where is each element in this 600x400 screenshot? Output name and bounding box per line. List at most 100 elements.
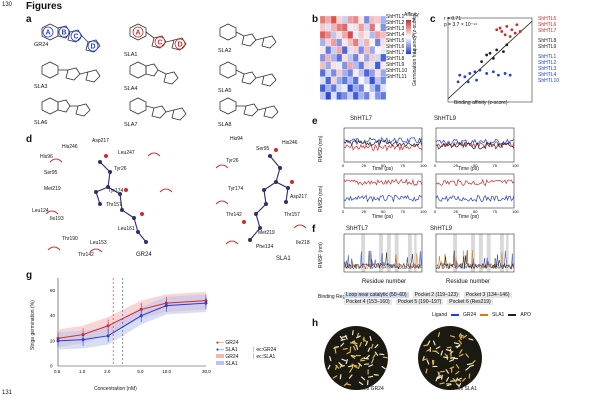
seed-mark	[333, 346, 339, 349]
heatmap-cell	[369, 15, 376, 24]
sla6-structure	[41, 97, 91, 117]
colorbar-tick: 0	[412, 34, 415, 40]
gr24-residue: His246	[62, 144, 78, 150]
svg-text:C: C	[158, 40, 163, 47]
heatmap-cell	[336, 46, 343, 55]
heatmap-cell	[380, 84, 387, 93]
scatter-point	[456, 80, 460, 84]
heatmap-cell	[358, 15, 365, 24]
rmsd-series-line	[343, 143, 423, 152]
heatmap-cell	[325, 53, 332, 62]
scatter-point	[503, 72, 507, 75]
rmsd-tick-label: 25	[362, 163, 367, 168]
dose-ec-legend: ┆ ec:GR24 ┆ ec:SLA1	[252, 347, 277, 360]
heatmap-cell	[330, 38, 337, 47]
rmsd-tick-label: 100	[512, 209, 519, 214]
seed-mark	[353, 345, 356, 351]
rmsd-tick-label: 75	[493, 163, 498, 168]
seed-mark	[445, 349, 451, 352]
ring-label-b: B	[62, 30, 67, 37]
heatmap-cell	[347, 38, 354, 47]
rmsd-charts: 0 25 50 75 100 0 25 50 75 100 0 25 50 75 100 0 25 50 75 100	[342, 127, 519, 214]
seed-mark	[372, 353, 376, 359]
scatter-stat-r: r = 0.71	[444, 16, 462, 22]
seed-mark	[363, 357, 369, 360]
heatmap-cell	[358, 31, 365, 39]
heatmap-cell	[358, 53, 365, 62]
dose-y-tick: 0	[50, 364, 53, 369]
heatmap-cell	[347, 46, 354, 55]
scatter-ylabel: Germination frequency (z-score)	[412, 14, 418, 86]
seed-mark	[449, 359, 455, 362]
scatter-point	[495, 48, 499, 52]
dose-response-chart: 0 20 40 60 0.5 1.0 2.0 5.0 10.0 30.0	[50, 278, 211, 374]
seed-mark	[458, 339, 462, 345]
photo-caption-sla1: 0.5 nM SLA1	[448, 386, 477, 392]
heatmap-cell	[363, 91, 370, 100]
heatmap-cell	[319, 61, 326, 70]
dose-ylabel: Striga germination (%)	[30, 300, 36, 350]
rmsd-frame	[343, 173, 423, 209]
heatmap-cell	[352, 69, 359, 77]
rmsd-tick-label: 0	[342, 209, 345, 214]
heatmap-row-label: ShHTL10	[386, 68, 408, 74]
rmsd-tick-label: 0	[434, 163, 437, 168]
heatmap-cell	[341, 76, 348, 85]
seed-mark	[359, 341, 362, 347]
seed-mark	[471, 360, 476, 365]
heatmap-cell	[325, 23, 332, 32]
heatmap-cell	[352, 91, 359, 100]
sla1-residue: Thr157	[284, 212, 300, 218]
heatmap-cell	[341, 46, 348, 55]
rmsd-series-line	[435, 178, 515, 187]
heatmap-row-labels: ShHTL1 ShHTL2 ShHTL3 ShHTL4 ShHTL5 ShHTL…	[386, 14, 412, 80]
dose-point	[81, 338, 85, 342]
ligand-legend: Ligand GR24 SLA1 APO	[432, 312, 531, 318]
scatter-point	[475, 78, 478, 82]
scatter-fit-line	[447, 20, 533, 100]
binding-region-band	[486, 234, 491, 272]
scatter-point	[480, 60, 483, 64]
heatmap-cell	[363, 53, 370, 62]
dose-y-tick: 40	[50, 313, 56, 318]
dose-x-tick: 30.0	[202, 369, 211, 374]
compound-sla8: SLA8	[218, 122, 232, 128]
heatmap-cell	[336, 31, 343, 39]
heatmap-cell	[347, 31, 354, 39]
rmsf-xlabel: Residue number	[362, 279, 407, 285]
seed-mark	[338, 362, 343, 367]
dose-point	[106, 324, 110, 328]
rmsd-series-line	[435, 138, 515, 146]
heatmap-cell	[369, 91, 376, 100]
seed-mark	[360, 376, 366, 381]
gr24-residue: Thr157	[106, 202, 122, 208]
gr24-residue: Tyr26	[114, 166, 127, 172]
rmsd-tick-label: 75	[401, 209, 406, 214]
heatmap-cell	[325, 69, 332, 77]
heatmap-cell	[358, 91, 365, 100]
seed-mark	[371, 343, 374, 349]
region-item: Loop near catalytic (50–60)	[344, 292, 409, 298]
heatmap-cell	[319, 91, 326, 100]
seed-mark	[439, 382, 445, 385]
seed-mark	[382, 356, 388, 359]
heatmap-cell	[352, 38, 359, 47]
seed-mark	[462, 334, 468, 339]
scatter-legend-blue: ShHTL1 ShHTL2 ShHTL3 ShHTL4 ShHTL10	[538, 54, 560, 84]
seed-mark	[365, 354, 370, 359]
panel-label-d: d	[26, 134, 33, 145]
rmsd-series-line	[343, 178, 423, 187]
seed-mark	[426, 348, 431, 352]
heatmap-cell	[319, 23, 326, 32]
scatter-point	[515, 23, 519, 27]
heatmap-cell	[330, 91, 337, 100]
heatmap-cell	[336, 69, 343, 77]
heatmap-cell	[347, 91, 354, 100]
heatmap-cell	[352, 76, 359, 85]
sla1-residue: His94	[230, 136, 243, 142]
heatmap-cell	[319, 76, 326, 85]
dose-legend: ●— GR24 ●— SLA1 GR24 SLA1	[216, 340, 239, 367]
heatmap-cell	[330, 31, 337, 39]
rmsf-ylabel: RMSF (nm)	[318, 242, 324, 268]
scatter-point	[500, 30, 504, 33]
